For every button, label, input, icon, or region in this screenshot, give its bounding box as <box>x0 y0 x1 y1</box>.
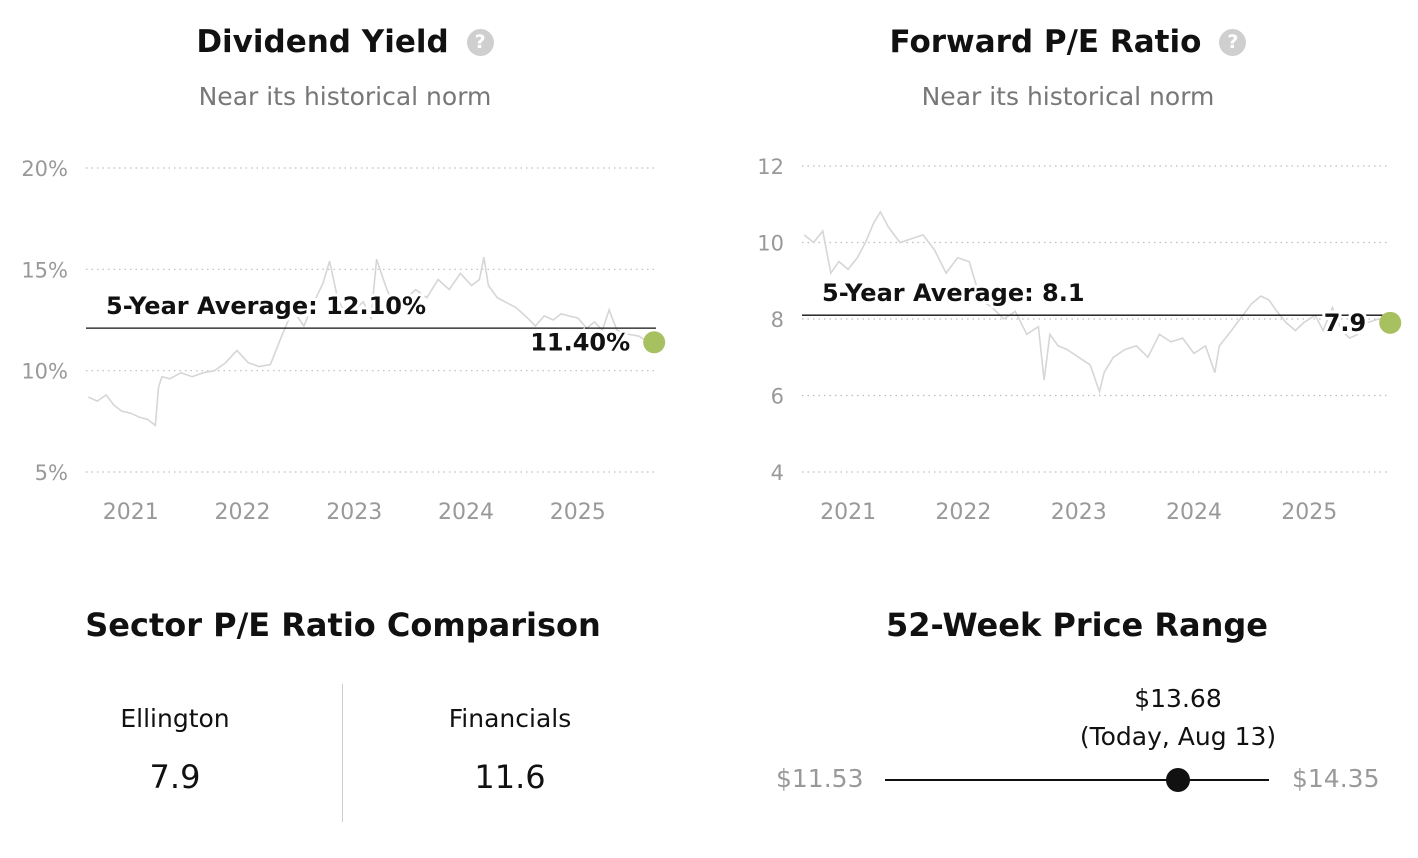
current-value-marker <box>643 331 666 354</box>
question-circle-icon[interactable]: ? <box>1219 29 1247 56</box>
x-tick-label: 2022 <box>935 500 991 525</box>
y-tick-label: 12 <box>757 155 784 179</box>
current-value-label: 11.40% <box>530 328 630 356</box>
x-tick-label: 2021 <box>820 500 876 525</box>
y-tick-label: 10% <box>21 360 68 384</box>
current-price-date: (Today, Aug 13) <box>1079 722 1277 751</box>
price-range-panel: 52-Week Price Range $13.68 (Today, Aug 1… <box>718 580 1418 858</box>
forward-pe-panel: Forward P/E Ratio? Near its historical n… <box>718 0 1418 560</box>
current-price: $13.68 <box>1134 684 1222 713</box>
forward-pe-chart: 4 6 8 10 12 2021 2022 2023 2024 2025 5-Year Averag… <box>757 155 1402 525</box>
financials-label: Financials <box>448 704 572 733</box>
average-label: 5-Year Average: 12.10% <box>106 292 426 320</box>
range-low: $11.53 <box>776 764 864 793</box>
y-tick-label: 4 <box>771 461 784 485</box>
x-tick-label: 2025 <box>550 500 606 525</box>
current-value-marker <box>1379 311 1402 334</box>
x-tick-label: 2022 <box>214 500 270 525</box>
current-value-label: 7.9 <box>1324 309 1367 337</box>
y-tick-label: 15% <box>21 258 68 282</box>
ellington-label: Ellington <box>120 704 230 733</box>
x-tick-label: 2023 <box>326 500 382 525</box>
range-track <box>885 779 1269 781</box>
series-line <box>803 210 1385 395</box>
current-price-marker <box>1165 768 1190 792</box>
forward-pe-title-row: Forward P/E Ratio? <box>718 24 1418 60</box>
series-line <box>87 257 649 427</box>
dividend-yield-title: Dividend Yield <box>196 24 449 60</box>
question-circle-icon[interactable]: ? <box>466 29 494 56</box>
price-range-title: 52-Week Price Range <box>886 606 1268 644</box>
ellington-pe-value: 7.9 <box>149 758 201 796</box>
comparison-divider <box>342 684 343 822</box>
dividend-yield-title-row: Dividend Yield? <box>0 24 690 60</box>
x-tick-label: 2024 <box>1166 500 1222 525</box>
y-tick-label: 6 <box>771 385 784 409</box>
forward-pe-title: Forward P/E Ratio <box>889 24 1202 60</box>
range-high: $14.35 <box>1292 764 1380 793</box>
y-tick-label: 20% <box>21 157 68 181</box>
dividend-yield-chart: 5% 10% 15% 20% 2021 2022 2023 2024 2025 5-Year Av… <box>21 157 666 525</box>
forward-pe-subtitle: Near its historical norm <box>921 82 1215 111</box>
sector-pe-panel: Sector P/E Ratio Comparison Ellington 7.… <box>0 580 690 858</box>
y-tick-label: 5% <box>35 461 68 485</box>
x-tick-label: 2021 <box>103 500 159 525</box>
x-tick-label: 2024 <box>438 500 494 525</box>
financials-pe-value: 11.6 <box>474 758 546 796</box>
sector-pe-title: Sector P/E Ratio Comparison <box>85 606 601 644</box>
x-tick-label: 2025 <box>1281 500 1337 525</box>
dividend-yield-subtitle: Near its historical norm <box>198 82 492 111</box>
dividend-yield-panel: Dividend Yield? Near its historical norm… <box>0 0 690 560</box>
x-tick-label: 2023 <box>1051 500 1107 525</box>
average-label: 5-Year Average: 8.1 <box>822 279 1085 307</box>
y-tick-label: 10 <box>757 232 784 256</box>
y-tick-label: 8 <box>771 308 784 332</box>
